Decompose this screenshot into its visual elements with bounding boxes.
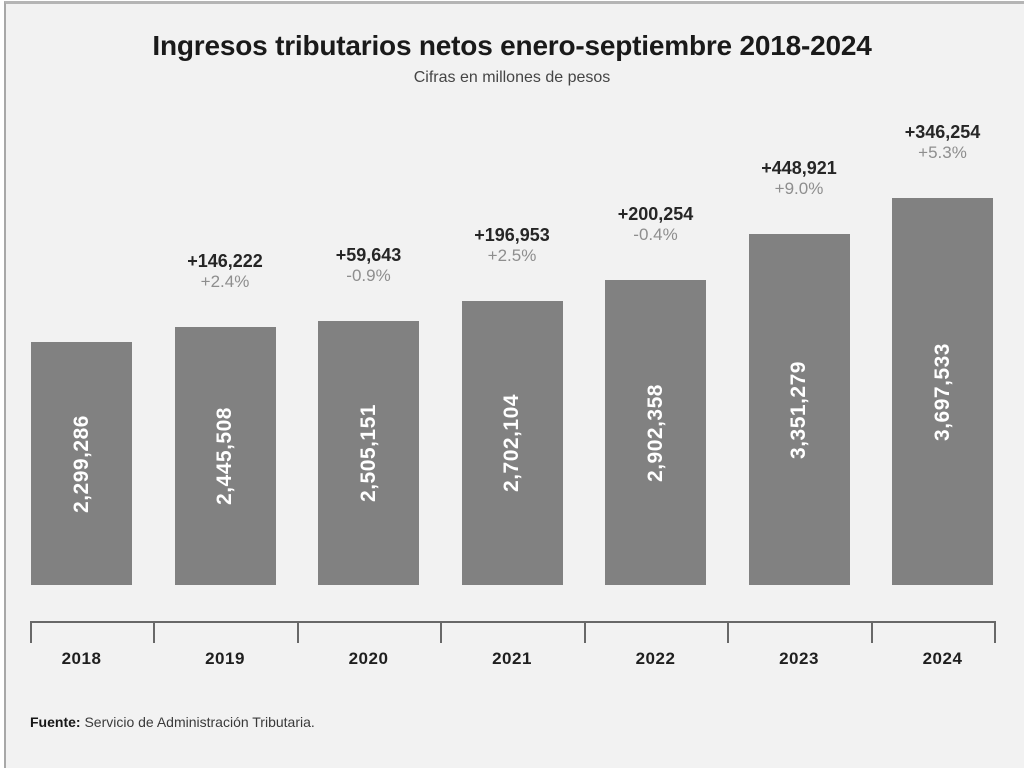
annotation-2022: +200,254 -0.4% <box>618 204 694 244</box>
bar-2018: 2,299,286 <box>31 342 132 585</box>
chart-title: Ingresos tributarios netos enero-septiem… <box>152 30 872 61</box>
bar-value-label-2023: 3,351,279 <box>787 360 810 459</box>
x-axis-tick <box>153 621 156 643</box>
year-label-2023: 2023 <box>779 649 819 668</box>
delta-value: +146,222 <box>187 250 263 271</box>
bar-value-label-2019: 2,445,508 <box>213 407 236 505</box>
source-label: Fuente: <box>30 714 81 730</box>
year-label-2021: 2021 <box>492 649 532 668</box>
x-axis-tick <box>994 621 996 643</box>
source-note: Fuente: Servicio de Administración Tribu… <box>30 714 315 730</box>
bar-value-label-2022: 2,902,358 <box>643 383 667 482</box>
delta-percent: +9.0% <box>774 178 824 198</box>
delta-percent: -0.4% <box>633 224 678 244</box>
bar-value-label-2018: 2,299,286 <box>69 414 93 513</box>
year-label-2022: 2022 <box>635 649 676 668</box>
year-label-2020: 2020 <box>348 649 389 668</box>
x-axis-line <box>30 621 996 623</box>
x-axis-tick <box>870 621 873 643</box>
year-label-2018: 2018 <box>61 649 102 668</box>
delta-percent: +5.3% <box>918 142 967 162</box>
bar-2023: 3,351,279 <box>748 234 850 585</box>
annotation-2020: +59,643 -0.9% <box>336 245 402 285</box>
delta-value: +200,254 <box>617 203 694 224</box>
bar-value-label-2021: 2,702,104 <box>500 394 523 492</box>
x-axis-tick <box>296 621 299 643</box>
x-axis-tick <box>727 621 730 643</box>
year-label-2019: 2019 <box>205 649 245 668</box>
delta-value: +346,254 <box>904 121 981 142</box>
delta-value: +196,953 <box>474 224 550 245</box>
bar-2020: 2,505,151 <box>318 321 419 585</box>
annotation-2019: +146,222 +2.4% <box>187 251 263 291</box>
bar-2022: 2,902,358 <box>605 280 706 585</box>
delta-percent: +2.5% <box>487 245 537 265</box>
bar-2021: 2,702,104 <box>461 301 563 585</box>
annotation-2021: +196,953 +2.5% <box>474 225 550 265</box>
bar-2024: 3,697,533 <box>892 198 993 585</box>
delta-percent: +2.4% <box>200 271 250 291</box>
x-axis-tick <box>440 621 443 643</box>
x-axis-tick <box>30 621 32 643</box>
year-label-2024: 2024 <box>922 649 963 668</box>
bar-value-label-2020: 2,505,151 <box>356 404 380 502</box>
x-axis-tick <box>583 621 586 643</box>
delta-value: +448,921 <box>761 157 837 178</box>
annotation-2023: +448,921 +9.0% <box>761 158 837 198</box>
annotation-2024: +346,254 +5.3% <box>905 122 981 162</box>
source-text: Servicio de Administración Tributaria. <box>80 714 315 730</box>
delta-percent: -0.9% <box>346 265 391 285</box>
delta-value: +59,643 <box>335 244 402 265</box>
bar-2019: 2,445,508 <box>174 327 276 585</box>
chart-subtitle: Cifras en millones de pesos <box>413 69 611 86</box>
bar-value-label-2024: 3,697,533 <box>930 342 954 441</box>
